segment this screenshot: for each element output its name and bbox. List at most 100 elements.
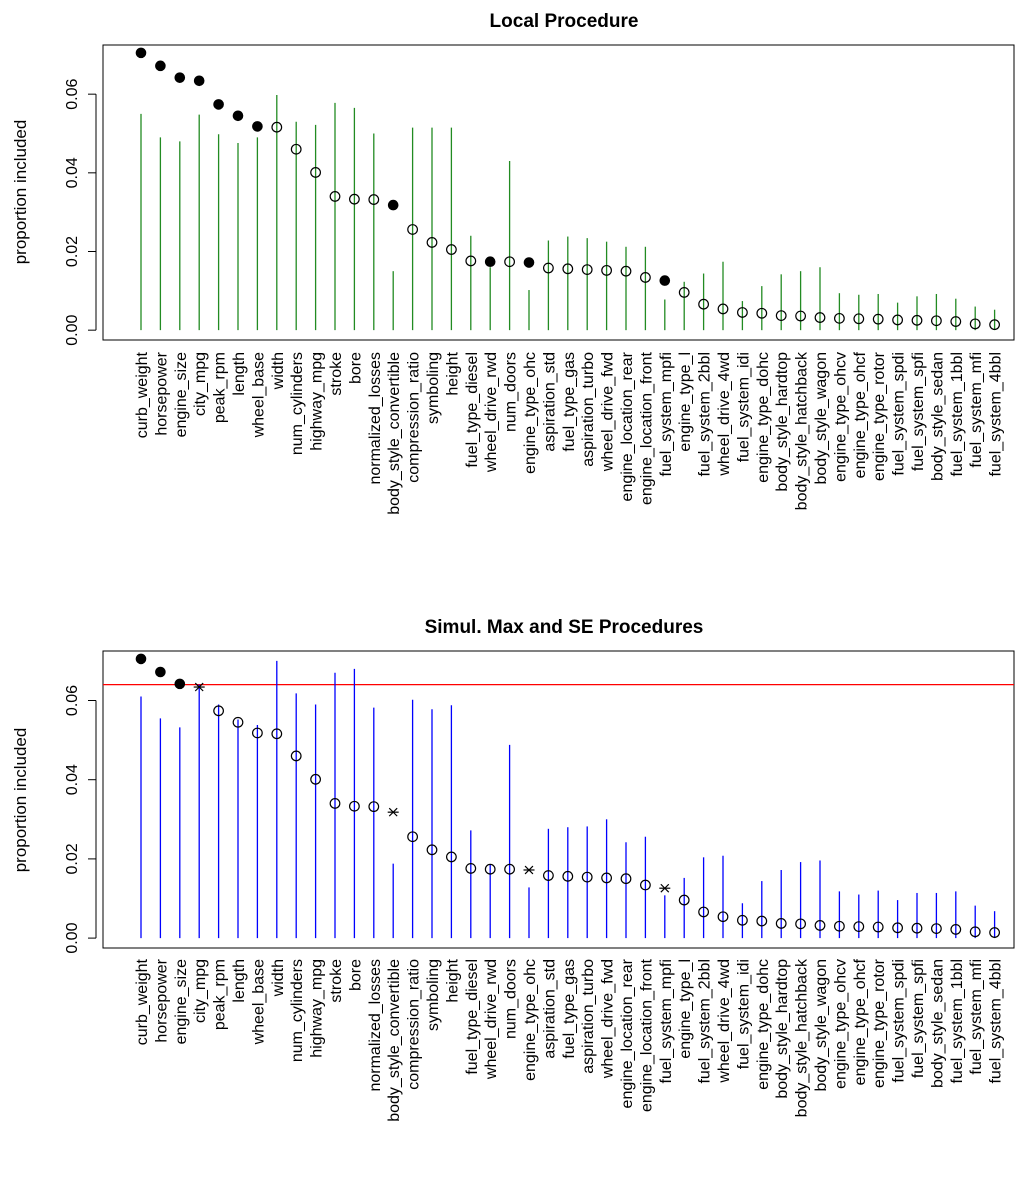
x-tick-label: fuel_system_4bbl <box>988 959 1005 1084</box>
x-tick-label: wheel_drive_rwd <box>483 352 500 473</box>
x-tick-label: engine_size <box>173 352 190 438</box>
chart-title-simul: Simul. Max and SE Procedures <box>425 617 704 638</box>
x-tick-label: city_mpg <box>192 959 209 1023</box>
x-tick-label: length <box>231 352 248 396</box>
data-point-open <box>329 191 341 202</box>
data-point-open <box>678 894 690 906</box>
x-tick-label: engine_location_front <box>638 351 655 505</box>
star-stroke <box>660 883 670 893</box>
x-tick-label: fuel_system_spdi <box>891 352 908 476</box>
x-tick-label: aspiration_std <box>541 959 558 1059</box>
x-tick-label: bore <box>347 959 364 991</box>
data-point-open <box>717 303 729 315</box>
y-tick-label: 0.06 <box>64 685 81 716</box>
x-tick-label: wheel_base <box>250 352 267 439</box>
data-point-open <box>349 193 360 205</box>
data-point-open <box>892 314 903 326</box>
x-tick-label: engine_type_ohcv <box>832 352 849 482</box>
data-point-open <box>407 831 419 843</box>
data-point-open <box>969 318 981 330</box>
x-tick-label: wheel_drive_4wd <box>716 352 733 477</box>
data-point-open <box>640 272 651 283</box>
x-tick-label: fuel_system_mfi <box>968 959 985 1075</box>
data-point-open <box>271 728 283 740</box>
data-point-open <box>601 872 612 884</box>
x-tick-label: body_style_hardtop <box>774 959 791 1099</box>
x-tick-label: compression_ratio <box>406 352 423 483</box>
x-tick-label: engine_type_rotor <box>871 958 888 1088</box>
x-tick-label: wheel_drive_fwd <box>600 959 617 1079</box>
data-point-open <box>911 314 923 326</box>
y-tick-label: 0.00 <box>64 314 81 345</box>
data-point-open <box>698 298 709 310</box>
x-tick-label: num_doors <box>503 959 520 1039</box>
x-tick-label: curb_weight <box>134 351 151 438</box>
x-tick-label: engine_type_l <box>677 352 694 452</box>
x-tick-label: wheel_drive_fwd <box>600 352 617 472</box>
data-point-open <box>814 312 826 323</box>
x-tick-label: peak_rpm <box>212 352 229 423</box>
x-tick-label: fuel_system_2bbl <box>697 352 714 477</box>
data-point-open <box>872 921 884 933</box>
data-point-open <box>950 316 962 327</box>
data-point-open <box>717 911 729 923</box>
data-point-open <box>775 310 787 322</box>
x-tick-label: fuel_system_4bbl <box>988 352 1005 477</box>
data-point-open <box>349 800 360 812</box>
data-point-open <box>601 264 612 276</box>
data-point-open <box>329 798 341 809</box>
data-point-open <box>834 312 845 324</box>
x-tick-label: body_style_sedan <box>929 959 946 1088</box>
x-tick-label: fuel_system_idi <box>735 352 752 462</box>
x-tick-label: bore <box>347 352 364 384</box>
data-point-open <box>581 264 593 275</box>
data-point-open <box>407 224 419 235</box>
data-point-open <box>950 923 962 935</box>
data-point-filled <box>135 653 147 665</box>
x-tick-label: peak_rpm <box>212 959 229 1030</box>
x-tick-label: stroke <box>328 959 345 1003</box>
data-point-open <box>989 319 1000 331</box>
x-tick-label: num_cylinders <box>289 959 306 1062</box>
x-tick-label: fuel_system_2bbl <box>697 959 714 1084</box>
x-tick-label: engine_size <box>173 959 190 1045</box>
data-point-open <box>989 927 1000 938</box>
y-axis-label-local: proportion included <box>11 120 30 265</box>
x-tick-label: symboling <box>425 352 442 424</box>
data-point-open <box>775 918 787 929</box>
data-point-open <box>446 244 457 255</box>
data-point-filled <box>523 257 535 268</box>
x-tick-label: highway_mpg <box>309 959 326 1058</box>
x-tick-label: width <box>270 959 287 997</box>
x-tick-label: engine_type_dohc <box>755 959 772 1090</box>
x-tick-label: engine_location_front <box>638 958 655 1112</box>
data-point-open <box>620 873 632 885</box>
plot-frame <box>102 44 1015 341</box>
x-tick-label: aspiration_turbo <box>580 352 597 467</box>
data-point-filled <box>135 47 147 59</box>
x-tick-label: height <box>444 351 461 395</box>
x-tick-label: width <box>270 352 287 390</box>
x-tick-label: horsepower <box>153 958 170 1042</box>
data-point-open <box>756 307 768 319</box>
data-point-open <box>795 918 806 930</box>
x-tick-label: fuel_type_gas <box>561 959 578 1059</box>
data-point-open <box>853 313 865 325</box>
data-point-open <box>504 863 516 875</box>
data-point-filled <box>659 275 671 286</box>
x-tick-label: fuel_system_spdi <box>891 959 908 1083</box>
data-point-open <box>678 287 690 298</box>
x-tick-label: num_doors <box>503 352 520 432</box>
x-tick-label: symboling <box>425 959 442 1031</box>
y-tick-label: 0.02 <box>64 236 81 267</box>
data-point-filled <box>232 110 244 122</box>
data-point-open <box>290 143 302 155</box>
x-tick-label: normalized_losses <box>367 959 384 1092</box>
x-tick-label: wheel_drive_4wd <box>716 959 733 1084</box>
x-tick-label: body_style_hardtop <box>774 352 791 492</box>
data-point-star <box>387 807 399 817</box>
x-tick-label: curb_weight <box>134 958 151 1045</box>
data-point-open <box>969 926 981 938</box>
